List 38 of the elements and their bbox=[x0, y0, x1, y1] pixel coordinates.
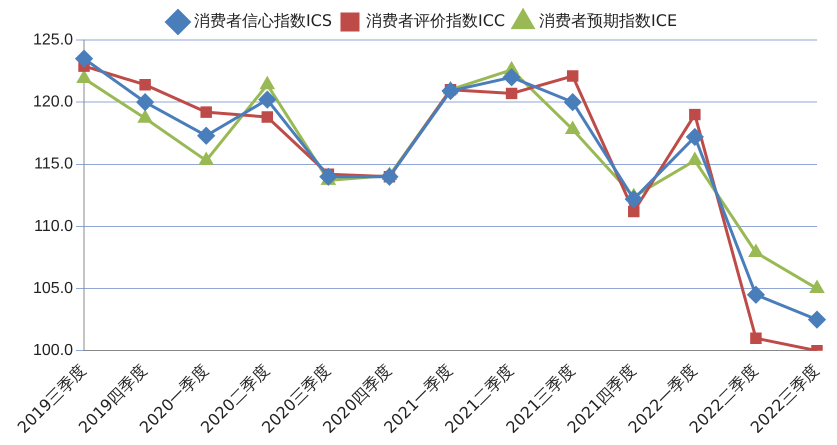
point bbox=[380, 168, 398, 186]
point bbox=[566, 122, 580, 134]
point bbox=[320, 168, 337, 186]
point bbox=[810, 281, 824, 294]
legend-label: 消费者信心指数ICS bbox=[194, 11, 332, 30]
point bbox=[260, 77, 274, 90]
point bbox=[442, 82, 460, 100]
legend-label: 消费者预期指数ICE bbox=[539, 11, 678, 30]
point bbox=[689, 108, 701, 120]
point bbox=[76, 50, 93, 68]
point bbox=[688, 153, 702, 166]
y-tick-label: 120.0 bbox=[32, 94, 74, 111]
point bbox=[750, 332, 762, 344]
y-tick-label: 115.0 bbox=[34, 156, 74, 173]
point bbox=[564, 94, 582, 111]
point bbox=[625, 190, 642, 208]
point bbox=[749, 245, 763, 258]
point bbox=[139, 78, 151, 90]
y-tick-label: 125.0 bbox=[32, 31, 74, 48]
legend-label: 消费者评价指数ICC bbox=[366, 11, 506, 30]
point bbox=[258, 91, 276, 108]
point bbox=[136, 94, 154, 111]
point bbox=[747, 286, 764, 304]
point bbox=[808, 311, 826, 328]
point bbox=[198, 127, 215, 144]
point bbox=[506, 88, 518, 100]
point bbox=[200, 153, 213, 166]
point bbox=[262, 111, 274, 123]
y-tick-label: 110.0 bbox=[34, 218, 74, 235]
y-tick-label: 100.0 bbox=[32, 342, 74, 360]
point bbox=[566, 70, 578, 82]
y-tick-label: 105.0 bbox=[32, 280, 74, 297]
point bbox=[77, 71, 91, 84]
point bbox=[138, 110, 152, 123]
point bbox=[628, 206, 640, 218]
point bbox=[686, 128, 704, 146]
point bbox=[200, 106, 212, 118]
point bbox=[503, 68, 520, 86]
